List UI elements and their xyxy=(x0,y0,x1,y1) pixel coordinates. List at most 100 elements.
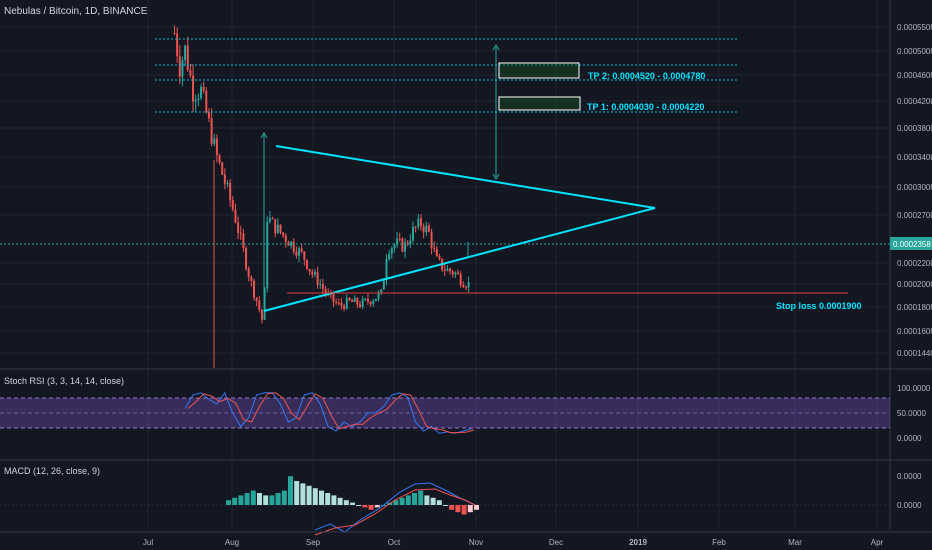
candle-body xyxy=(449,268,452,272)
triangle-upper-line[interactable] xyxy=(275,145,656,209)
candle-body xyxy=(258,300,261,310)
candle-body xyxy=(266,221,269,289)
candle-body xyxy=(319,284,322,286)
candle-body xyxy=(417,218,420,228)
pole-arrow-head-up xyxy=(260,132,268,139)
candle-body xyxy=(359,304,361,307)
time-tick-label: 2019 xyxy=(629,538,647,547)
time-tick-label: Oct xyxy=(388,538,401,547)
tp1-label: TP 1: 0.0004030 - 0.0004220 xyxy=(587,102,704,112)
price-tick-label: 0.0001440 xyxy=(897,349,932,358)
candle-body xyxy=(345,297,348,309)
price-tick-label: 0.0005000 xyxy=(897,47,932,56)
candle-body xyxy=(425,225,428,233)
candle-body xyxy=(435,249,438,257)
tp2-label: TP 2: 0.0004520 - 0.0004780 xyxy=(588,71,705,81)
candle-body xyxy=(226,182,229,184)
candle-body xyxy=(207,111,210,119)
macd-hist-bar xyxy=(436,500,442,505)
macd-hist-bar xyxy=(250,490,256,505)
candle-body xyxy=(178,56,181,77)
candle-body xyxy=(382,280,385,290)
price-tick-label: 0.0004200 xyxy=(897,97,932,106)
candle-body xyxy=(276,224,279,234)
macd-hist-bar xyxy=(350,502,355,505)
macd-hist-bar xyxy=(257,493,262,505)
tp1-zone[interactable] xyxy=(498,96,581,111)
macd-hist-bar xyxy=(362,505,368,508)
time-axis: Jul Aug Sep Oct Nov Dec 2019 Feb Mar Apr xyxy=(143,538,884,547)
macd-signal-line xyxy=(314,488,476,536)
candle-body xyxy=(414,226,417,228)
candle-body xyxy=(210,118,213,144)
macd-hist-bar xyxy=(331,495,337,505)
macd-hist-bar xyxy=(393,500,399,505)
candle-body xyxy=(202,86,205,91)
candle-body xyxy=(451,271,454,275)
macd-hist-bar xyxy=(275,493,281,505)
time-tick-label: Jul xyxy=(143,538,153,547)
candle-body xyxy=(274,219,277,234)
candle-body xyxy=(409,240,412,244)
candle-body xyxy=(443,269,446,271)
candle-body xyxy=(438,256,441,259)
price-tick-label: 0.0002200 xyxy=(897,259,932,268)
rsi-axis-0: 0.0000 xyxy=(897,434,922,443)
candle-body xyxy=(377,292,380,299)
candle-body xyxy=(321,284,324,289)
rsi-label: Stoch RSI (3, 3, 14, 14, close) xyxy=(4,376,124,386)
candle-body xyxy=(263,288,266,320)
rsi-k-line xyxy=(184,391,472,434)
candle-body xyxy=(396,238,399,246)
macd-hist-bar xyxy=(343,500,349,505)
candle-body xyxy=(237,222,240,233)
macd-hist-bar xyxy=(269,495,275,505)
time-tick-label: Nov xyxy=(469,538,483,547)
candle-body xyxy=(192,75,195,102)
candle-body xyxy=(343,305,346,309)
candle-body xyxy=(292,241,295,252)
macd-label: MACD (12, 26, close, 9) xyxy=(4,466,100,476)
price-tick-label: 0.0001600 xyxy=(897,327,932,336)
macd-axis-upper: 0.0000 xyxy=(897,472,922,481)
tp2-zone[interactable] xyxy=(498,62,580,79)
current-price-value: 0.0002358 xyxy=(893,240,931,249)
candle-body xyxy=(467,282,470,288)
candle-body xyxy=(255,297,258,301)
candle-body xyxy=(324,288,327,294)
macd-hist-bar xyxy=(461,505,467,515)
macd-hist-bar xyxy=(325,493,331,505)
rsi-d-line xyxy=(187,392,475,434)
candle-body xyxy=(260,309,263,320)
candle-body xyxy=(234,209,237,223)
candle-body xyxy=(306,259,308,269)
candle-body xyxy=(374,298,377,302)
candle-body xyxy=(406,242,409,244)
macd-hist-bar xyxy=(405,495,411,505)
candle-body xyxy=(242,233,245,249)
macd-hist-bar xyxy=(312,488,318,505)
candle-body xyxy=(215,138,218,156)
candle-body xyxy=(213,138,216,144)
macd-hist-bar xyxy=(374,505,380,508)
macd-hist-bar xyxy=(281,490,287,505)
macd-hist-bar xyxy=(306,485,312,505)
price-tick-label: 0.0001800 xyxy=(897,303,932,312)
price-tick-label: 0.0003400 xyxy=(897,153,932,162)
candle-body xyxy=(173,33,176,35)
grid-lines xyxy=(0,0,890,530)
target-arrow-head-up xyxy=(492,44,500,51)
candle-body xyxy=(189,70,192,76)
time-tick-label: Sep xyxy=(306,538,321,547)
macd-hist-bar xyxy=(430,497,436,505)
macd-hist-bar xyxy=(319,490,324,505)
candle-body xyxy=(313,272,316,275)
price-tick-label: 0.0003000 xyxy=(897,183,932,192)
candle-body xyxy=(393,245,396,249)
macd-hist-bar xyxy=(399,497,405,505)
candle-body xyxy=(459,274,462,285)
macd-hist-bar xyxy=(337,497,343,505)
candle-body xyxy=(369,301,372,305)
macd-hist-bar xyxy=(449,505,455,510)
triangle-lower-line[interactable] xyxy=(263,207,656,312)
